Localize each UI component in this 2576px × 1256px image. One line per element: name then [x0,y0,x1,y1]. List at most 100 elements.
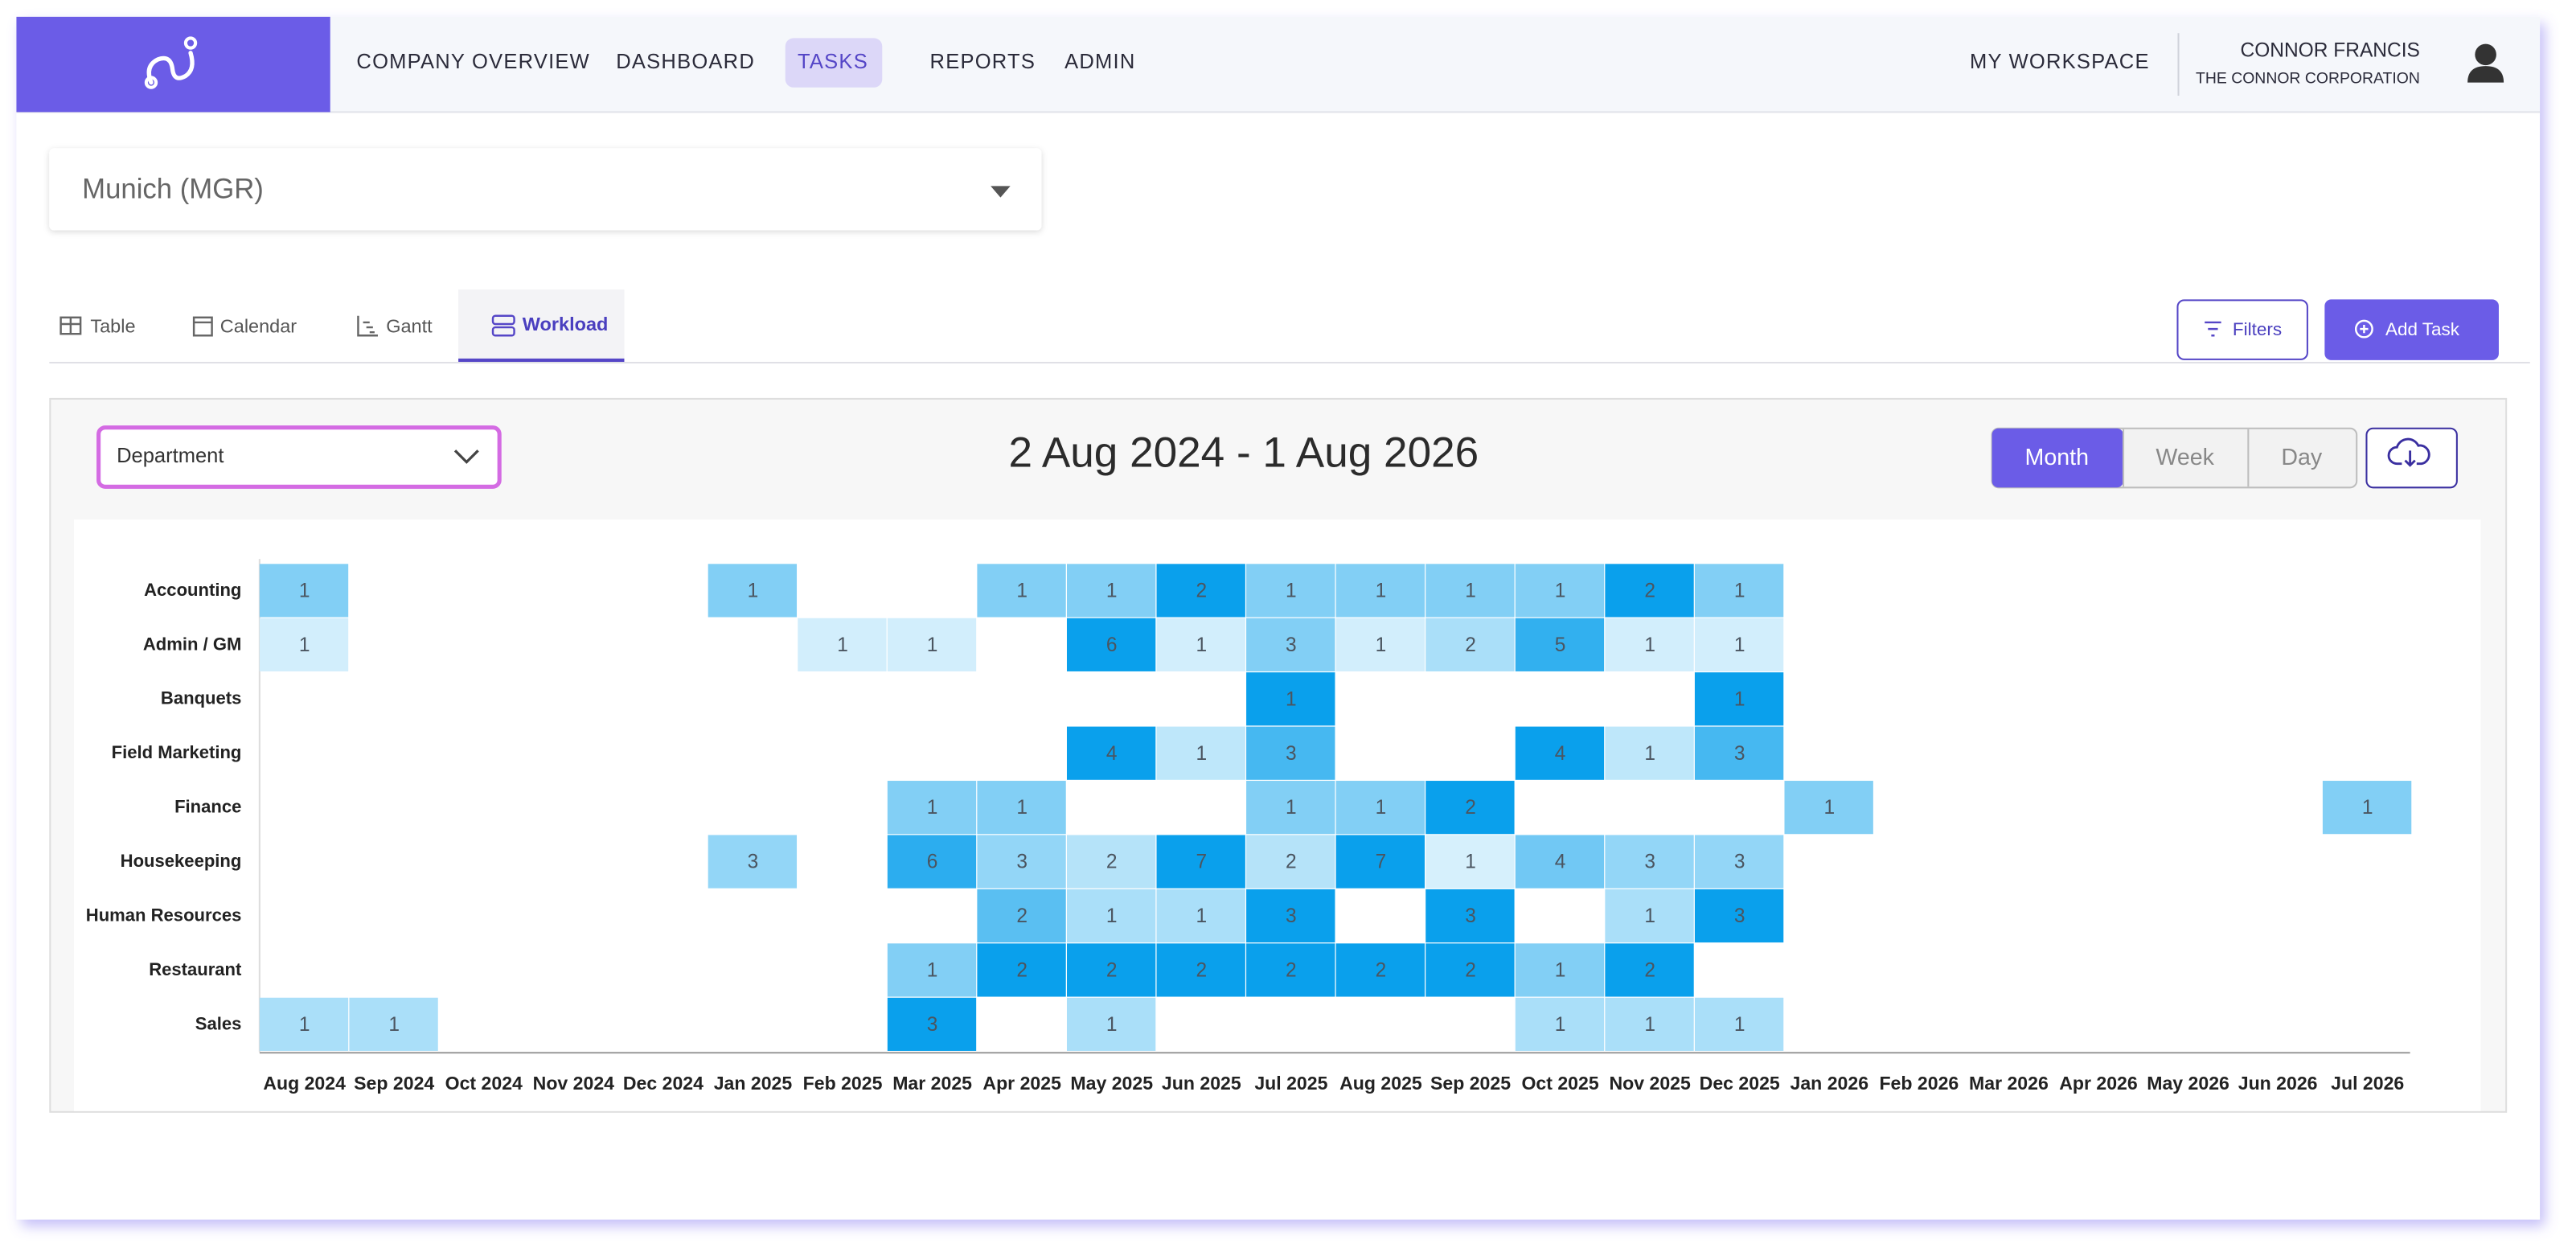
heat-cell [1156,618,1245,671]
heat-cell [1156,726,1245,780]
heat-cell [1605,835,1694,889]
heat-cell [887,781,977,835]
cell-value: 1 [1196,743,1207,765]
cell-value: 1 [1823,797,1835,819]
row-label: Restaurant [149,959,242,979]
heat-cell [259,997,349,1051]
nav-item[interactable]: ADMIN [1064,51,1135,73]
heat-cell [1784,781,1873,835]
heat-cell [977,781,1066,835]
x-tick-label: Mar 2025 [892,1073,972,1094]
cell-value: 1 [1555,960,1566,982]
nav-item[interactable]: TASKS [798,51,868,73]
heat-cell [1515,618,1605,671]
cell-value: 2 [1286,960,1297,982]
heat-cell [1605,943,1694,997]
view-mode[interactable]: Day [2281,445,2323,470]
heat-cell [1425,943,1515,997]
x-tick-label: May 2025 [1070,1073,1153,1094]
cell-value: 2 [1465,960,1476,982]
heat-cell [1246,672,1335,726]
cell-value: 2 [1106,960,1118,982]
heat-cell [1694,564,1784,618]
heat-cell [2322,781,2412,835]
heat-cell [1425,564,1515,618]
x-tick-label: Jan 2025 [714,1073,793,1094]
add-task-button[interactable] [2324,299,2499,360]
cell-value: 1 [299,634,310,656]
heat-cell [1246,618,1335,671]
date-range: 2 Aug 2024 - 1 Aug 2026 [1008,429,1479,476]
x-tick-label: Mar 2026 [1969,1073,2049,1094]
cell-value: 2 [1644,581,1655,602]
filters-label: Filters [2233,319,2282,339]
heat-cell [977,835,1066,889]
add-icon [2354,319,2373,339]
cell-value: 1 [1644,743,1655,765]
logo-dot [183,36,198,50]
heat-cell [1425,781,1515,835]
heat-cell [1066,618,1156,671]
row-label: Admin / GM [143,634,241,654]
heat-cell [977,943,1066,997]
view-mode-active[interactable] [1991,428,2124,488]
tab[interactable]: Gantt [386,315,433,336]
cell-value: 3 [1286,743,1297,765]
group-by-select[interactable] [96,425,502,489]
cell-value: 3 [1644,852,1655,873]
chevron [453,449,479,464]
cell-value: 3 [1465,905,1476,927]
download-button[interactable] [2365,427,2458,489]
row-label: Banquets [161,688,241,708]
cell-value: 1 [1106,1014,1118,1036]
cell-value: 1 [299,581,310,602]
location-select[interactable] [49,148,1042,231]
heat-cell [1515,997,1605,1051]
cell-value: 7 [1196,852,1207,873]
active-tab-bg [458,289,625,362]
cell-value: 1 [927,797,938,819]
tab[interactable]: Workload [523,314,609,335]
view-mode[interactable]: Week [2156,445,2214,470]
x-tick-label: Sep 2024 [354,1073,434,1094]
x-tick-label: Nov 2024 [533,1073,615,1094]
cell-value: 1 [927,960,938,982]
x-tick-label: Jul 2026 [2331,1073,2404,1094]
filters-button[interactable] [2176,299,2308,360]
row-label: Sales [195,1013,242,1033]
tab[interactable]: Calendar [220,315,297,336]
cell-value: 1 [1196,905,1207,927]
heat-cell [1515,943,1605,997]
x-tick-label: Jan 2026 [1790,1073,1869,1094]
nav-item[interactable]: REPORTS [930,51,1036,73]
user-icon[interactable] [2467,43,2504,83]
cell-value: 1 [1734,1014,1745,1036]
add-icon [2360,324,2369,334]
cell-value: 1 [1286,688,1297,710]
heat-cell [1246,943,1335,997]
navbar [16,16,2541,113]
heat-cell [1066,726,1156,780]
heat-cell [1066,564,1156,618]
tab-icons [59,314,515,337]
row-label: Field Marketing [112,742,242,762]
cell-value: 1 [927,634,938,656]
heat-cell [1156,943,1245,997]
cell-value: 6 [1106,634,1118,656]
cell-value: 1 [1465,581,1476,602]
x-tick-label: Apr 2026 [2059,1073,2138,1094]
nav-item[interactable]: DASHBOARD [616,51,755,73]
heat-cell [708,835,798,889]
nav-item[interactable]: COMPANY OVERVIEW [356,51,590,73]
x-tick-label: Oct 2025 [1521,1073,1598,1094]
row-label: Finance [174,797,241,817]
workspace-link[interactable]: MY WORKSPACE [1970,51,2150,73]
cell-value: 6 [927,852,938,873]
cell-value: 2 [1286,852,1297,873]
view-mode[interactable]: Month [2025,445,2089,470]
cell-value: 1 [748,581,759,602]
heat-cell [1335,618,1425,671]
cell-value: 1 [1106,905,1118,927]
tab[interactable]: Table [90,315,135,336]
cell-value: 3 [1286,905,1297,927]
